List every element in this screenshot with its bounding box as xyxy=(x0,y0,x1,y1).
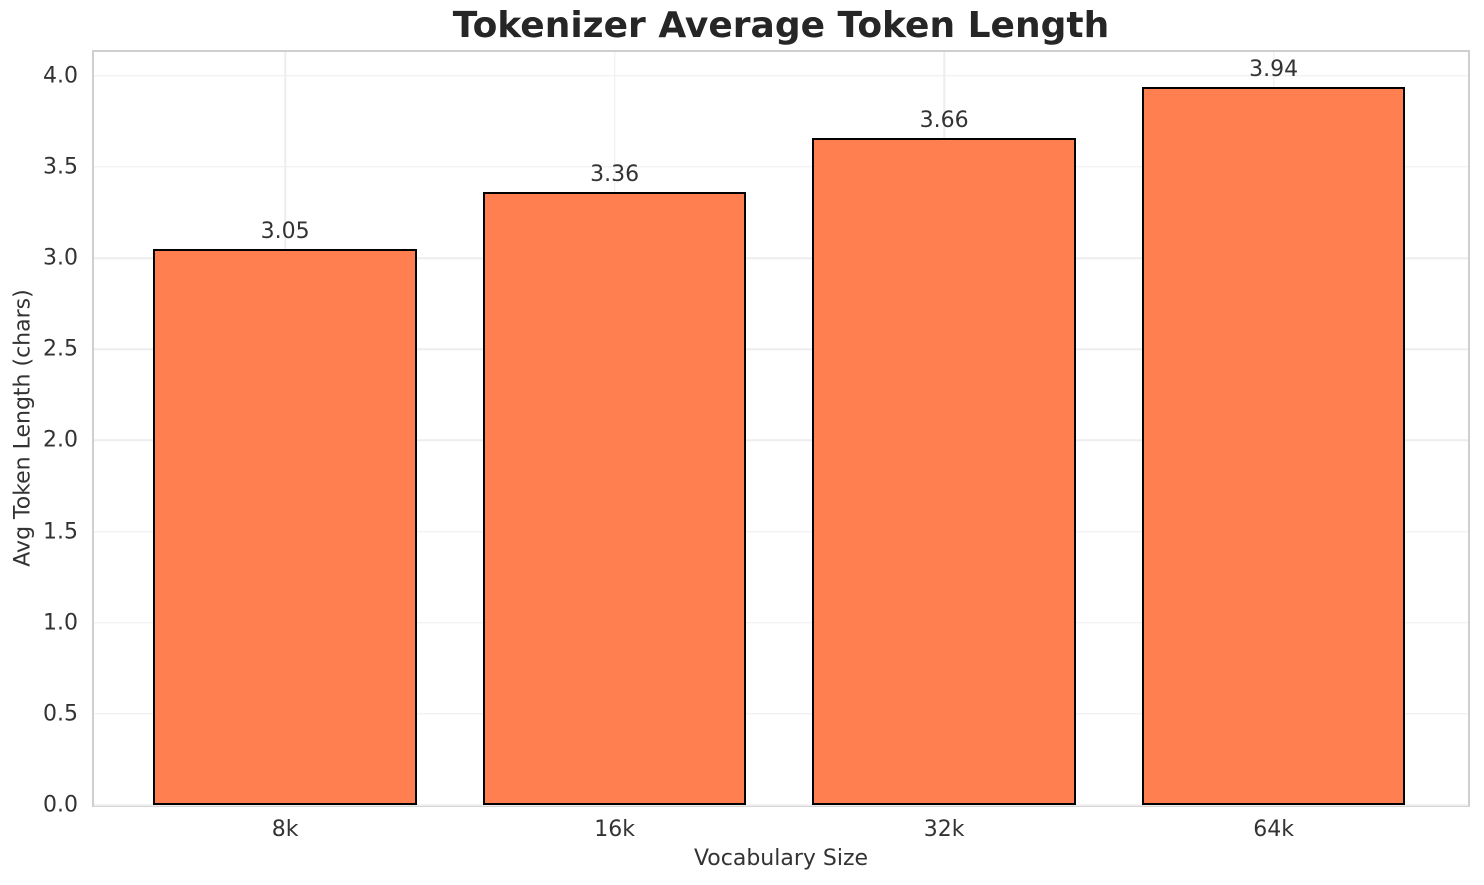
chart-title: Tokenizer Average Token Length xyxy=(452,5,1110,46)
h-gridline xyxy=(94,621,1468,624)
plot-area: 3.05 3.36 3.66 3.94 xyxy=(92,50,1470,807)
h-gridline xyxy=(94,804,1468,806)
bar xyxy=(812,137,1076,805)
h-gridline xyxy=(94,713,1468,715)
bar xyxy=(482,192,747,805)
h-gridline xyxy=(94,348,1468,350)
y-tick-label: 0.5 xyxy=(43,701,78,727)
h-gridline xyxy=(94,530,1468,533)
bar-value-label: 3.66 xyxy=(919,107,969,133)
y-tick-label: 3.0 xyxy=(43,245,78,271)
h-gridline xyxy=(94,439,1468,442)
bar-value-label: 3.94 xyxy=(1249,56,1299,82)
bar xyxy=(1141,86,1406,805)
y-tick-label: 2.5 xyxy=(43,336,78,362)
h-gridline xyxy=(94,166,1468,168)
bar xyxy=(153,248,417,805)
x-tick-label: 16k xyxy=(594,817,635,842)
h-gridline xyxy=(94,257,1468,259)
y-tick-label: 2.0 xyxy=(43,427,78,453)
x-tick-label: 32k xyxy=(923,817,965,842)
y-tick-label: 0.0 xyxy=(43,792,78,818)
y-tick-label: 3.5 xyxy=(43,154,78,180)
y-tick-label: 4.0 xyxy=(43,63,78,89)
x-tick-label: 64k xyxy=(1253,817,1294,842)
h-gridline xyxy=(94,74,1468,77)
bar-value-label: 3.36 xyxy=(590,162,640,188)
y-tick-label: 1.0 xyxy=(43,610,78,636)
y-tick-label: 1.5 xyxy=(43,519,78,544)
bar-value-label: 3.05 xyxy=(260,218,310,244)
x-tick-label: 8k xyxy=(271,817,299,842)
x-axis-label: Vocabulary Size xyxy=(693,846,869,871)
